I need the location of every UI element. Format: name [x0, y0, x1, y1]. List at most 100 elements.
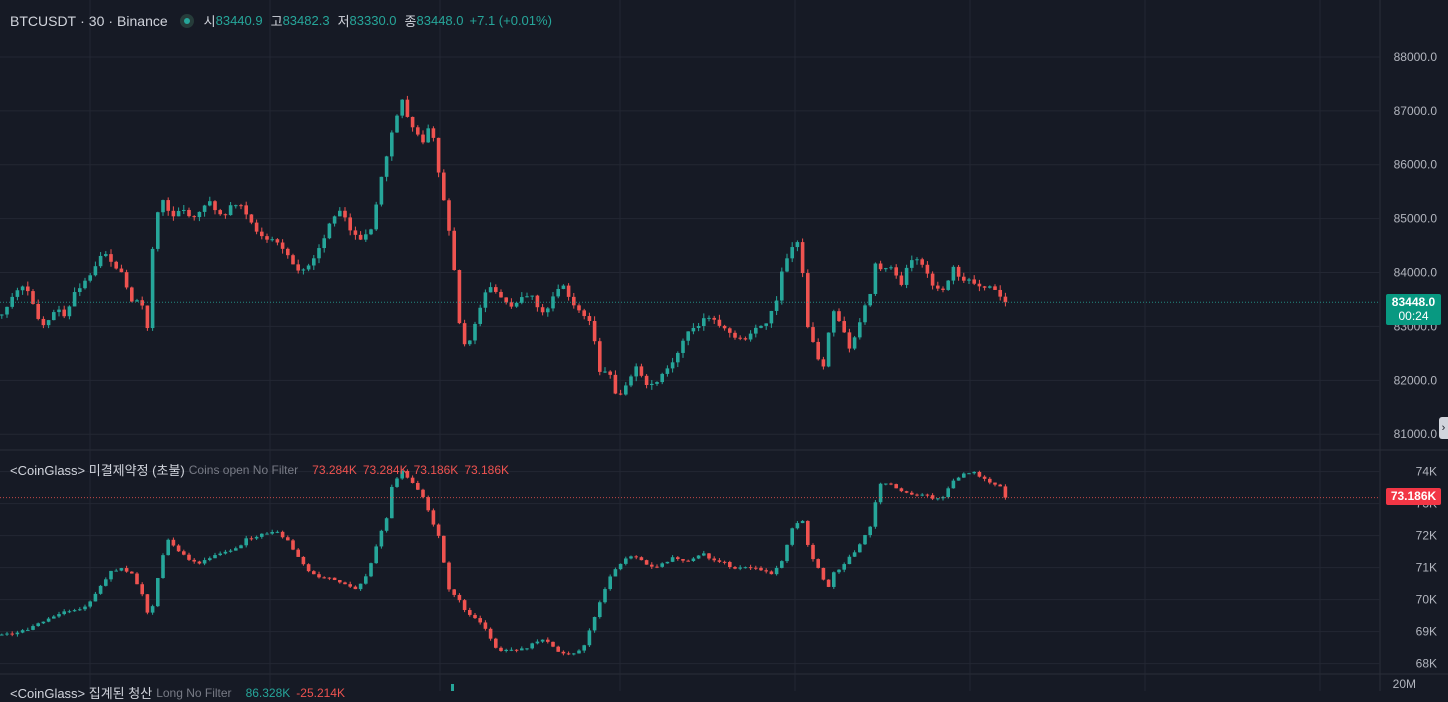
- candle-body: [977, 471, 982, 477]
- candle-body: [57, 614, 61, 617]
- candle-body: [998, 289, 1002, 297]
- open-label: 시: [203, 14, 216, 29]
- market-status-icon[interactable]: [179, 13, 194, 28]
- candle-body: [1003, 296, 1008, 303]
- candle-body: [348, 217, 352, 231]
- candle-body: [629, 376, 633, 386]
- candle-body: [930, 495, 935, 499]
- exchange[interactable]: Binance: [117, 12, 168, 29]
- candle-body: [488, 628, 493, 639]
- candle-body: [426, 497, 430, 511]
- candle-body: [166, 200, 170, 211]
- interval[interactable]: 30: [88, 12, 105, 29]
- candle-body: [93, 266, 98, 276]
- candle-body: [494, 287, 498, 292]
- candle-body: [228, 205, 233, 216]
- candle-body: [587, 316, 592, 321]
- candle-body: [863, 305, 867, 323]
- candle-body: [161, 555, 165, 579]
- candle-body: [390, 132, 394, 157]
- candle-body: [436, 524, 441, 536]
- symbol-name[interactable]: BTCUSDT: [10, 12, 77, 29]
- candle-body: [785, 544, 789, 562]
- candle-body: [296, 549, 300, 557]
- candle-body: [166, 539, 170, 556]
- candle-body: [988, 286, 992, 288]
- liq-legend[interactable]: <CoinGlass> 집계된 청산 Long No Filter 86.328…: [10, 683, 345, 702]
- candle-body: [884, 268, 888, 270]
- candle-body: [904, 267, 909, 285]
- candle-body: [733, 332, 737, 338]
- candle-body: [551, 641, 555, 647]
- candle-body: [629, 556, 633, 559]
- candle-body: [795, 523, 800, 529]
- candle-body: [946, 280, 950, 290]
- candle-body: [312, 571, 316, 575]
- candle-body: [176, 210, 181, 217]
- candle-body: [988, 478, 992, 483]
- candle-body: [332, 216, 337, 224]
- liq-title[interactable]: <CoinGlass> 집계된 청산: [10, 686, 153, 701]
- candle-body: [915, 259, 919, 261]
- candle-body: [98, 255, 103, 267]
- oi-close: 73.186K: [464, 462, 510, 477]
- candle-body: [46, 320, 51, 326]
- candle-body: [624, 385, 628, 395]
- candle-body: [254, 536, 259, 539]
- axis-tick-label: 87000.0: [1394, 104, 1438, 118]
- candle-body: [842, 564, 846, 570]
- candle-body: [556, 288, 560, 297]
- candle-body: [473, 323, 477, 341]
- candle-body: [296, 264, 300, 271]
- candle-body: [728, 328, 732, 333]
- oi-legend[interactable]: <CoinGlass> 미결제약정 (초불) Coins open No Fil…: [10, 460, 509, 479]
- candle-body: [301, 556, 306, 565]
- axis-tick-label: 81000.0: [1394, 427, 1438, 441]
- candle-body: [613, 374, 618, 394]
- oi-open: 73.284K: [312, 462, 357, 477]
- candle-body: [5, 306, 9, 315]
- symbol-legend[interactable]: BTCUSDT · 30 · Binance 시 83440.9 고 83482…: [10, 11, 552, 30]
- candle-body: [0, 634, 4, 636]
- candle-body: [83, 280, 87, 289]
- oi-low: 73.186K: [413, 462, 459, 477]
- candle-body: [572, 296, 576, 306]
- candle-body: [338, 210, 342, 217]
- candle-body: [811, 327, 815, 342]
- candle-body: [546, 639, 550, 642]
- collapse-panel-chevron-icon[interactable]: ›: [1439, 417, 1448, 439]
- candle-body: [171, 539, 176, 546]
- candle-body: [639, 366, 644, 376]
- candle-body: [956, 477, 961, 481]
- candle-body: [951, 480, 956, 489]
- candle-body: [57, 309, 61, 313]
- oi-title[interactable]: <CoinGlass> 미결제약정 (초불): [10, 463, 185, 478]
- candle-body: [52, 312, 56, 321]
- candle-body: [483, 292, 488, 308]
- candle-body: [72, 610, 77, 612]
- candle-body: [93, 593, 98, 602]
- candle-body: [353, 230, 358, 235]
- candle-body: [182, 209, 186, 211]
- candle-body: [410, 116, 415, 128]
- candle-body: [837, 311, 841, 322]
- candle-body: [748, 567, 753, 569]
- candle-body: [754, 327, 758, 334]
- candle-body: [717, 319, 722, 326]
- candle-body: [244, 205, 248, 215]
- candle-body: [145, 305, 150, 329]
- candle-body: [104, 579, 108, 586]
- candle-body: [286, 537, 290, 541]
- candle-body: [993, 286, 997, 290]
- candle-body: [364, 234, 368, 240]
- candle-body: [83, 606, 87, 610]
- candle-body: [239, 545, 243, 549]
- candle-body: [130, 287, 134, 302]
- high-label: 고: [270, 14, 283, 29]
- candle-body: [546, 308, 550, 313]
- candle-body: [915, 494, 919, 496]
- candle-body: [577, 305, 581, 311]
- candle-body: [395, 115, 399, 133]
- oi-settings: Coins open No Filter: [188, 462, 299, 477]
